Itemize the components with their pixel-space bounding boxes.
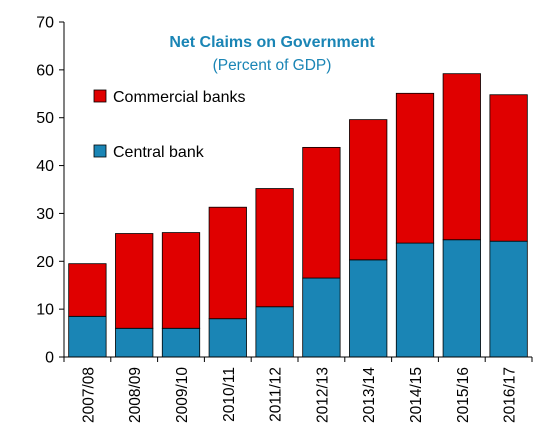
y-tick-label: 40 (36, 158, 54, 175)
plot-area: 0 10 20 30 40 50 60 70 2007/08 2008/09 2009/10 201… (36, 15, 533, 423)
legend: Commercial banks Central bank (93, 89, 245, 161)
legend-label: Commercial banks (113, 89, 245, 106)
y-axis: 0 10 20 30 40 50 60 70 (36, 15, 65, 367)
bar-commercial-banks (489, 94, 528, 242)
bar-central-bank (489, 240, 528, 358)
x-category-label: 2015/16 (455, 367, 472, 423)
bar-commercial-banks (302, 146, 341, 279)
x-category-label: 2016/17 (502, 367, 519, 423)
bar-central-bank (442, 239, 481, 358)
bar-central-bank (115, 327, 154, 358)
x-category-label: 2009/10 (174, 367, 191, 423)
x-category-label: 2007/08 (80, 367, 97, 423)
y-tick-label: 10 (36, 302, 54, 319)
x-category-label: 2014/15 (408, 367, 425, 423)
y-tick-label: 70 (36, 15, 54, 32)
bar-commercial-banks (442, 73, 481, 241)
x-category-label: 2010/11 (221, 367, 238, 422)
chart-subtitle: (Percent of GDP) (213, 57, 332, 74)
bar-central-bank (68, 315, 107, 358)
y-tick-label: 50 (36, 110, 54, 127)
bar-commercial-banks (395, 92, 435, 244)
x-category-label: 2012/13 (314, 367, 331, 423)
bar-commercial-banks (208, 206, 247, 320)
x-category-label: 2013/14 (361, 367, 378, 423)
bar-commercial-banks (115, 233, 154, 329)
chart-title: Net Claims on Government (169, 34, 375, 51)
legend-label: Central bank (113, 144, 205, 161)
x-axis: 2007/08 2008/09 2009/10 2010/11 2011/12 2012/… (63, 356, 533, 423)
bar-commercial-banks (68, 263, 107, 317)
x-category-label: 2008/09 (127, 367, 144, 423)
x-category-label: 2011/12 (268, 367, 285, 422)
bar-group (68, 73, 528, 358)
legend-swatch-central-bank (93, 144, 107, 158)
legend-swatch-commercial-banks (93, 89, 107, 103)
bar-central-bank (302, 277, 341, 358)
bar-central-bank (208, 318, 247, 358)
y-tick-label: 30 (36, 206, 54, 223)
bar-central-bank (395, 242, 435, 358)
y-tick-label: 60 (36, 62, 54, 79)
y-tick-label: 20 (36, 254, 54, 271)
bar-central-bank (255, 306, 294, 358)
bar-commercial-banks (255, 188, 294, 308)
bar-commercial-banks (349, 119, 388, 261)
bar-central-bank (349, 259, 388, 358)
bar-commercial-banks (161, 232, 201, 329)
bar-central-bank (161, 327, 201, 358)
y-tick-label: 0 (45, 350, 54, 367)
